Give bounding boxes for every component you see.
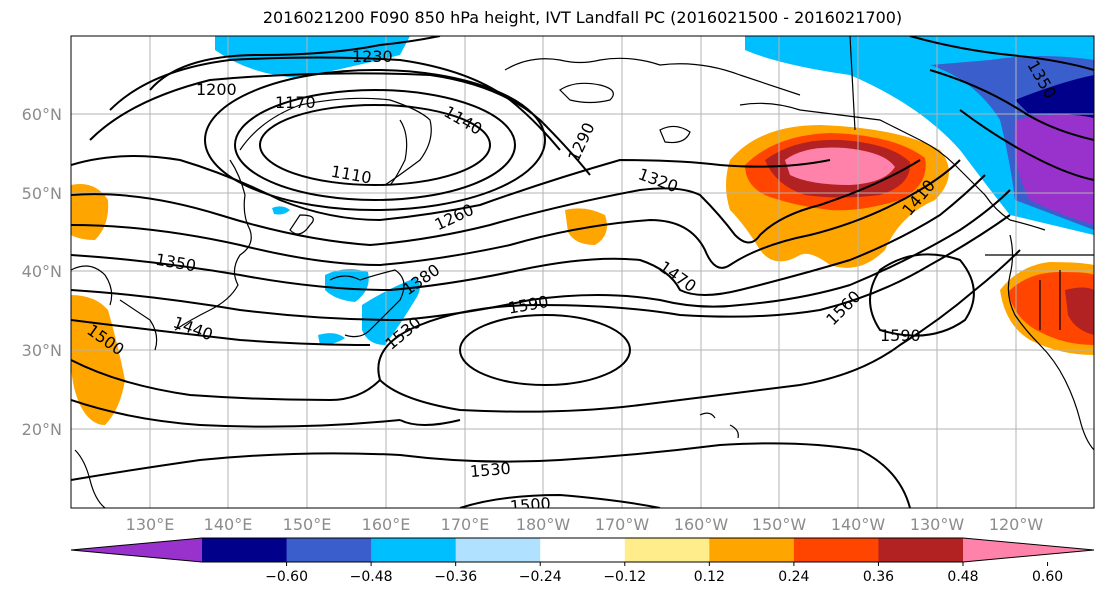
map-frame — [70, 35, 1095, 509]
lat-label: 60°N — [22, 105, 62, 124]
colorbar-extend-max — [963, 538, 1094, 562]
island — [659, 125, 691, 144]
shade-negative-japan-2 — [362, 278, 420, 345]
shade-negative-region-4 — [1014, 114, 1094, 225]
shade-negative-region-3 — [1015, 75, 1094, 120]
lat-label: 30°N — [22, 341, 62, 360]
lon-label: 170°E — [441, 515, 490, 534]
colorbar-segment — [709, 538, 795, 562]
lon-label: 160°W — [674, 515, 729, 534]
map-title: 2016021200 F090 850 hPa height, IVT Land… — [262, 8, 903, 27]
colorbar-outline — [70, 537, 1095, 563]
colorbar-segment — [624, 538, 710, 562]
height-contours — [71, 36, 1094, 508]
colorbar-segment — [878, 538, 964, 562]
shade-positive-main-4 — [785, 147, 895, 185]
lon-label: 130°E — [126, 515, 175, 534]
colorbar-segment — [793, 538, 879, 562]
lon-label: 160°E — [362, 515, 411, 534]
colorbar-tick-label: −0.60 — [265, 569, 308, 585]
lon-label: 120°W — [989, 515, 1044, 534]
shade-positive-coast-3 — [1065, 287, 1094, 335]
lat-label: 20°N — [22, 420, 62, 439]
longitude-labels: 130°E 140°E 150°E 160°E 170°E 180°W 170°… — [126, 515, 1044, 534]
colorbar-segment — [455, 538, 541, 562]
lon-label: 170°W — [595, 515, 650, 534]
colorbar-tick-label: −0.48 — [350, 569, 393, 585]
colorbar-tick-label: 0.60 — [1032, 569, 1063, 585]
colorbar-segment — [371, 538, 457, 562]
colorbar-tick-label: 0.48 — [947, 569, 978, 585]
contour-label: 1230 — [352, 47, 393, 66]
colorbar-segment — [202, 538, 288, 562]
colorbar-tick-label: 0.12 — [694, 569, 725, 585]
colorbar-tick-label: −0.36 — [434, 569, 477, 585]
asia-coast — [174, 159, 252, 331]
japan-coast — [329, 269, 405, 338]
shade-positive-small — [565, 208, 608, 245]
latitude-labels: 60°N 50°N 40°N 30°N 20°N — [22, 105, 62, 439]
ivt-shading — [71, 36, 1094, 425]
colorbar-extend-min — [71, 538, 202, 562]
lon-label: 140°E — [204, 515, 253, 534]
contour-label: 1500 — [509, 494, 551, 516]
contour-label: 1170 — [275, 93, 316, 112]
contour-label: 1200 — [196, 80, 237, 99]
lon-label: 150°W — [752, 515, 807, 534]
contour-label: 1530 — [469, 459, 511, 481]
lon-label: 140°W — [831, 515, 886, 534]
shade-positive-left-2 — [71, 295, 125, 425]
colorbar: −0.60 −0.48 −0.36 −0.24 −0.12 0.12 0.24 0.36 0.4… — [70, 537, 1095, 585]
colorbar-tick-label: 0.36 — [863, 569, 894, 585]
lat-label: 50°N — [22, 184, 62, 203]
lon-label: 150°E — [283, 515, 332, 534]
lat-label: 40°N — [22, 262, 62, 281]
colorbar-tick-label: −0.24 — [519, 569, 562, 585]
shade-negative-japan-3 — [318, 333, 345, 345]
lon-label: 130°W — [910, 515, 965, 534]
colorbar-tick-label: −0.12 — [603, 569, 646, 585]
shade-negative-kuril — [272, 206, 290, 215]
contour-label: 1590 — [880, 326, 921, 345]
colorbar-tick-label: 0.24 — [778, 569, 809, 585]
colorbar-segment — [286, 538, 372, 562]
colorbar-segment — [540, 538, 626, 562]
lon-label: 180°W — [516, 515, 571, 534]
